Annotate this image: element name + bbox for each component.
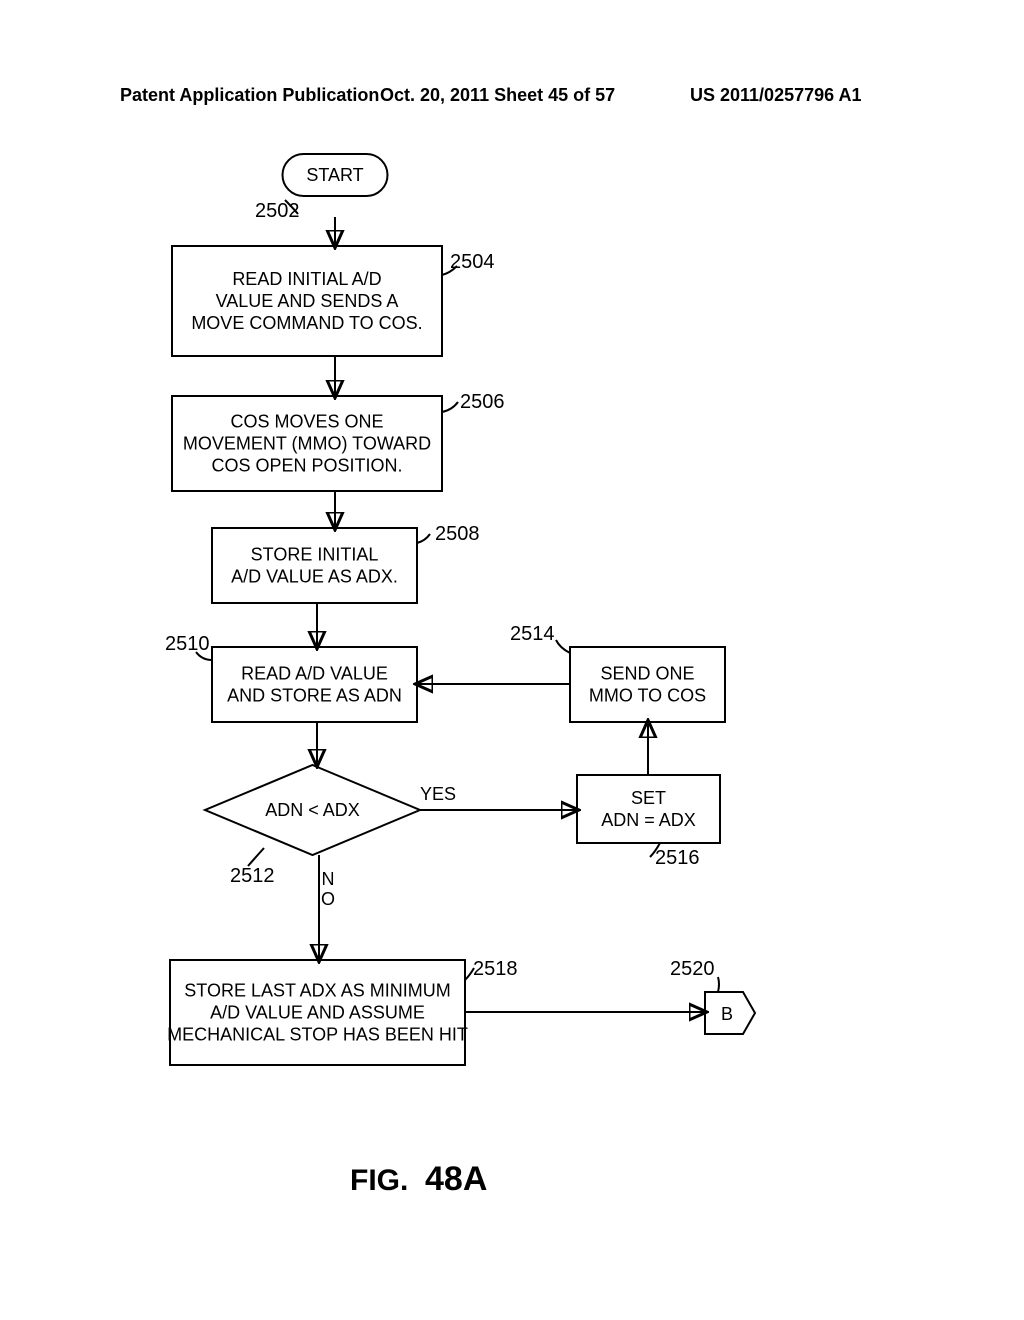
svg-text:ADN = ADX: ADN = ADX — [601, 810, 696, 830]
svg-text:MOVE COMMAND TO COS.: MOVE COMMAND TO COS. — [191, 313, 422, 333]
svg-text:ADN < ADX: ADN < ADX — [265, 800, 360, 820]
svg-text:YES: YES — [420, 784, 456, 804]
svg-text:MECHANICAL STOP HAS BEEN HIT: MECHANICAL STOP HAS BEEN HIT — [167, 1025, 468, 1045]
svg-text:A/D VALUE AND ASSUME: A/D VALUE AND ASSUME — [210, 1003, 425, 1023]
svg-text:MMO TO COS: MMO TO COS — [589, 686, 706, 706]
svg-text:SEND ONE: SEND ONE — [600, 664, 694, 684]
svg-text:READ INITIAL A/D: READ INITIAL A/D — [232, 269, 381, 289]
flowchart-canvas: START 2502 READ INITIAL A/DVALUE AND SENDS… — [0, 0, 1024, 1320]
svg-text:A/D VALUE AS ADX.: A/D VALUE AS ADX. — [231, 567, 398, 587]
svg-text:2504: 2504 — [450, 251, 495, 273]
fig-prefix: FIG. — [350, 1164, 408, 1197]
svg-text:READ A/D VALUE: READ A/D VALUE — [241, 664, 388, 684]
svg-text:2508: 2508 — [435, 523, 480, 545]
svg-text:2520: 2520 — [670, 958, 715, 980]
page: Patent Application Publication Oct. 20, … — [0, 0, 1024, 1320]
svg-text:COS MOVES ONE: COS MOVES ONE — [230, 412, 383, 432]
svg-text:START: START — [306, 165, 363, 185]
svg-text:2510: 2510 — [165, 633, 210, 655]
svg-text:VALUE AND SENDS A: VALUE AND SENDS A — [216, 291, 399, 311]
svg-text:2516: 2516 — [655, 847, 700, 869]
svg-text:2514: 2514 — [510, 623, 555, 645]
svg-text:O: O — [321, 889, 335, 909]
svg-text:2518: 2518 — [473, 958, 518, 980]
svg-text:B: B — [721, 1004, 733, 1024]
svg-text:2502: 2502 — [255, 200, 300, 222]
svg-text:COS OPEN POSITION.: COS OPEN POSITION. — [211, 456, 402, 476]
svg-text:MOVEMENT (MMO) TOWARD: MOVEMENT (MMO) TOWARD — [183, 434, 431, 454]
svg-text:2506: 2506 — [460, 391, 505, 413]
svg-text:N: N — [322, 869, 335, 889]
fig-number: 48A — [425, 1160, 487, 1198]
svg-text:STORE INITIAL: STORE INITIAL — [251, 545, 379, 565]
figure-label: FIG. 48A — [350, 1160, 487, 1199]
svg-text:AND STORE AS ADN: AND STORE AS ADN — [227, 686, 402, 706]
svg-text:STORE LAST ADX AS MINIMUM: STORE LAST ADX AS MINIMUM — [184, 981, 450, 1001]
svg-text:2512: 2512 — [230, 865, 275, 887]
svg-text:SET: SET — [631, 788, 666, 808]
